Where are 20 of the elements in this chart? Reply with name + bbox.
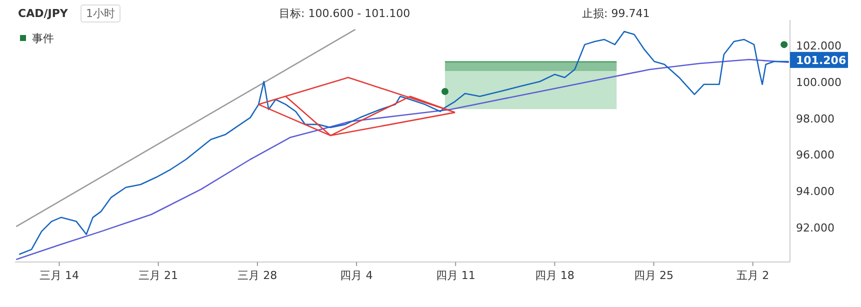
- x-tick-label: 四月 11: [436, 269, 476, 282]
- y-tick-label: 98.000: [796, 112, 834, 126]
- y-tick-label: 100.000: [796, 76, 842, 89]
- chart-subtitle: 1小时: [86, 7, 115, 20]
- annotation: 目标: 100.600 - 101.100: [279, 7, 410, 20]
- y-tick-label: 96.000: [796, 148, 834, 162]
- y-tick-label: 92.000: [796, 221, 834, 234]
- x-tick-label: 五月 2: [736, 269, 770, 282]
- annotation: 止损: 99.741: [582, 7, 650, 20]
- x-tick-label: 三月 21: [138, 269, 178, 282]
- x-tick-label: 四月 4: [340, 269, 373, 282]
- y-tick-label: 102.000: [796, 39, 842, 52]
- chart-title: CAD/JPY: [18, 7, 69, 20]
- x-tick-label: 四月 25: [634, 269, 674, 282]
- legend-label: 事件: [32, 32, 54, 45]
- x-tick-label: 三月 14: [39, 269, 79, 282]
- annotation: 101.206: [796, 54, 846, 67]
- x-tick-label: 三月 28: [238, 269, 278, 282]
- y-tick-label: 94.000: [796, 185, 834, 198]
- x-tick-label: 四月 18: [534, 269, 574, 282]
